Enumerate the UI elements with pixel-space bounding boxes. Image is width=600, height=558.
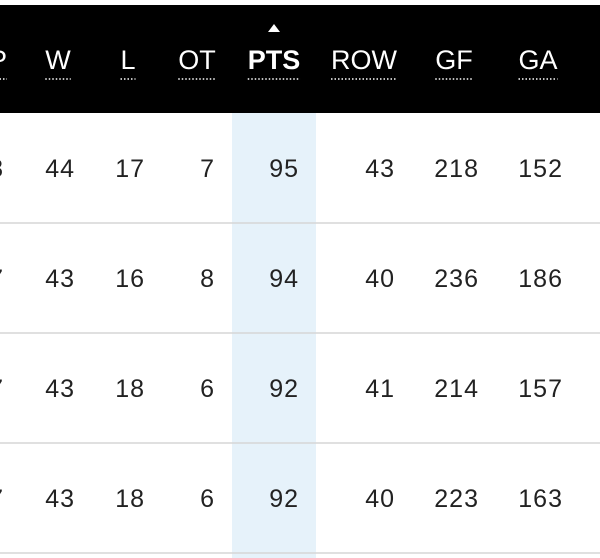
column-header[interactable]: W	[45, 45, 71, 75]
table-cell: 44	[45, 155, 75, 183]
table-cell: 92	[269, 375, 299, 403]
column-header[interactable]: ROW	[331, 45, 398, 75]
table-cell: 18	[115, 375, 145, 403]
table-cell: 218	[434, 155, 479, 183]
sort-indicator	[268, 24, 280, 32]
table-cell: 95	[269, 155, 299, 183]
table-cell: 8	[0, 155, 4, 183]
table-cell: 43	[45, 265, 75, 293]
table-cell: 18	[115, 485, 145, 513]
table-cell: 152	[518, 155, 563, 183]
table-cell: 94	[269, 265, 299, 293]
table-cell: 7	[0, 485, 4, 513]
table-cell: 43	[45, 375, 75, 403]
header-bar	[0, 5, 600, 113]
table-cell: 40	[365, 485, 395, 513]
table-cell: 16	[115, 265, 145, 293]
table-cell: 236	[434, 265, 479, 293]
column-header[interactable]: P	[0, 45, 7, 75]
column-header[interactable]: GA	[518, 45, 557, 75]
table-cell: 8	[200, 265, 215, 293]
table-cell: 43	[45, 485, 75, 513]
table-cell: 163	[518, 485, 563, 513]
sorted-column-highlight	[232, 113, 316, 558]
table-cell: 6	[200, 375, 215, 403]
column-header[interactable]: L	[120, 45, 135, 75]
table-cell: 186	[518, 265, 563, 293]
table-cell: 40	[365, 265, 395, 293]
table-cell: 223	[434, 485, 479, 513]
table-cell: 17	[115, 155, 145, 183]
table-cell: 7	[0, 265, 4, 293]
sorted-column-header[interactable]: PTS	[248, 45, 301, 75]
table-cell: 92	[269, 485, 299, 513]
table-cell: 41	[365, 375, 395, 403]
table-cell: 7	[200, 155, 215, 183]
column-header[interactable]: OT	[178, 45, 216, 75]
table-cell: 214	[434, 375, 479, 403]
table-cell: 7	[0, 375, 4, 403]
table-cell: 157	[518, 375, 563, 403]
table-cell: 43	[365, 155, 395, 183]
table-cell: 6	[200, 485, 215, 513]
column-header[interactable]: GF	[435, 45, 473, 75]
